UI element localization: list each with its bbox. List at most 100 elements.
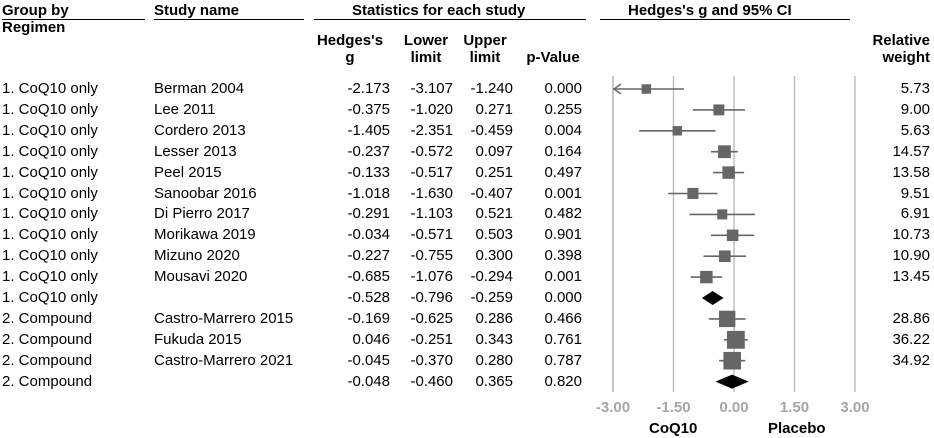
x-tick-label: 3.00 [840,399,869,416]
cell-hedges-g: -0.034 [347,226,390,244]
cell-lower-limit: -0.571 [410,226,453,244]
cell-group: 1. CoQ10 only [2,289,98,306]
effect-marker [687,187,699,200]
cell-lower-limit: -3.107 [410,80,453,97]
effect-marker [726,229,739,242]
cell-study: Berman 2004 [154,80,245,97]
cell-lower-limit: -0.517 [410,163,453,181]
cell-study: Castro-Marrero 2015 [154,309,294,327]
cell-hedges-g: -1.405 [347,121,390,139]
cell-study: Fukuda 2015 [154,330,242,348]
cell-group: 1. CoQ10 only [2,226,98,244]
cell-group: 1. CoQ10 only [2,247,98,265]
cell-p-value: 0.164 [544,142,582,160]
cell-study: Morikawa 2019 [154,226,256,244]
cell-hedges-g: -1.018 [347,184,390,202]
cell-relative-weight: 13.45 [892,268,930,286]
cell-group: 1. CoQ10 only [2,205,98,223]
cell-relative-weight: 36.22 [892,330,930,348]
cell-study: Sanoobar 2016 [154,184,257,202]
cell-group: 1. CoQ10 only [2,184,98,202]
cell-lower-limit: -1.103 [410,205,453,223]
effect-marker [713,104,725,116]
cell-p-value: 0.255 [544,100,582,118]
cell-lower-limit: -0.370 [410,351,453,369]
cell-study: Castro-Marrero 2021 [154,351,294,369]
header-pvalue: p-Value [526,49,580,66]
effect-marker [718,145,731,159]
cell-upper-limit: -0.259 [470,289,513,306]
effect-marker [700,270,713,284]
axis-left-label: CoQ10 [649,420,698,437]
cell-lower-limit: -1.630 [410,184,453,202]
cell-upper-limit: 0.343 [475,330,513,348]
header-lower-line1: Lower [403,32,449,49]
cell-hedges-g: -0.169 [347,309,390,327]
cell-lower-limit: -0.796 [410,289,453,306]
header-group-line2: Regimen [2,19,66,36]
header-plot: Hedges's g and 95% CI [628,2,792,19]
effect-marker [723,351,741,370]
cell-hedges-g: -0.048 [347,372,390,390]
cell-relative-weight: 28.86 [892,309,930,327]
header-plot-underline [600,19,850,20]
header-weight-line1: Relative [872,32,930,49]
cell-upper-limit: 0.503 [475,226,513,244]
cell-group: 2. Compound [2,330,93,348]
effect-marker [719,310,736,328]
cell-upper-limit: 0.521 [475,205,513,223]
cell-study: Lee 2011 [154,100,216,118]
cell-upper-limit: -0.459 [470,121,513,139]
cell-hedges-g: 0.046 [352,330,390,348]
cell-p-value: 0.000 [544,80,582,97]
cell-relative-weight: 5.73 [900,80,930,97]
cell-group: 1. CoQ10 only [2,100,98,118]
cell-p-value: 0.787 [544,351,582,369]
cell-p-value: 0.466 [544,309,582,327]
cell-lower-limit: -2.351 [410,121,453,139]
effect-marker [719,250,731,262]
cell-p-value: 0.820 [544,372,582,390]
summary-diamond [701,291,724,305]
axis-right-label: Placebo [768,420,826,437]
cell-upper-limit: 0.251 [475,163,513,181]
cell-group: 2. Compound [2,351,93,369]
cell-upper-limit: 0.300 [475,247,513,265]
header-study: Study name [154,2,240,19]
ci-arrow [612,83,622,95]
cell-upper-limit: -1.240 [470,80,513,97]
cell-hedges-g: -0.045 [347,351,390,369]
effect-marker [672,126,683,136]
cell-p-value: 0.761 [544,330,582,348]
header-upper-line1: Upper [463,32,507,49]
effect-marker [722,166,735,179]
cell-group: 2. Compound [2,372,93,390]
cell-group: 1. CoQ10 only [2,142,98,160]
cell-group: 2. Compound [2,309,93,327]
header-stats-underline [314,19,586,20]
cell-study: Di Pierro 2017 [154,205,250,223]
effect-marker [717,209,728,220]
cell-p-value: 0.398 [544,247,582,265]
cell-relative-weight: 5.63 [900,121,930,139]
cell-lower-limit: -0.625 [410,309,453,327]
cell-hedges-g: -2.173 [347,80,390,97]
cell-p-value: 0.001 [544,184,582,202]
cell-upper-limit: 0.365 [475,372,513,390]
cell-study: Mousavi 2020 [154,268,248,286]
effect-marker [641,84,652,94]
header-group-underline [2,19,145,20]
header-weight-line2: weight [882,49,931,66]
cell-hedges-g: -0.227 [347,247,390,265]
cell-relative-weight: 13.58 [892,163,930,181]
cell-hedges-g: -0.291 [347,205,390,223]
cell-p-value: 0.482 [544,205,582,223]
x-tick-label: -1.50 [656,399,690,416]
cell-p-value: 0.001 [544,268,582,286]
cell-hedges-g: -0.133 [347,163,390,181]
cell-p-value: 0.901 [544,226,582,244]
cell-upper-limit: 0.280 [475,351,513,369]
cell-relative-weight: 9.00 [900,100,930,118]
cell-study: Lesser 2013 [154,142,237,160]
cell-upper-limit: -0.294 [470,268,513,286]
